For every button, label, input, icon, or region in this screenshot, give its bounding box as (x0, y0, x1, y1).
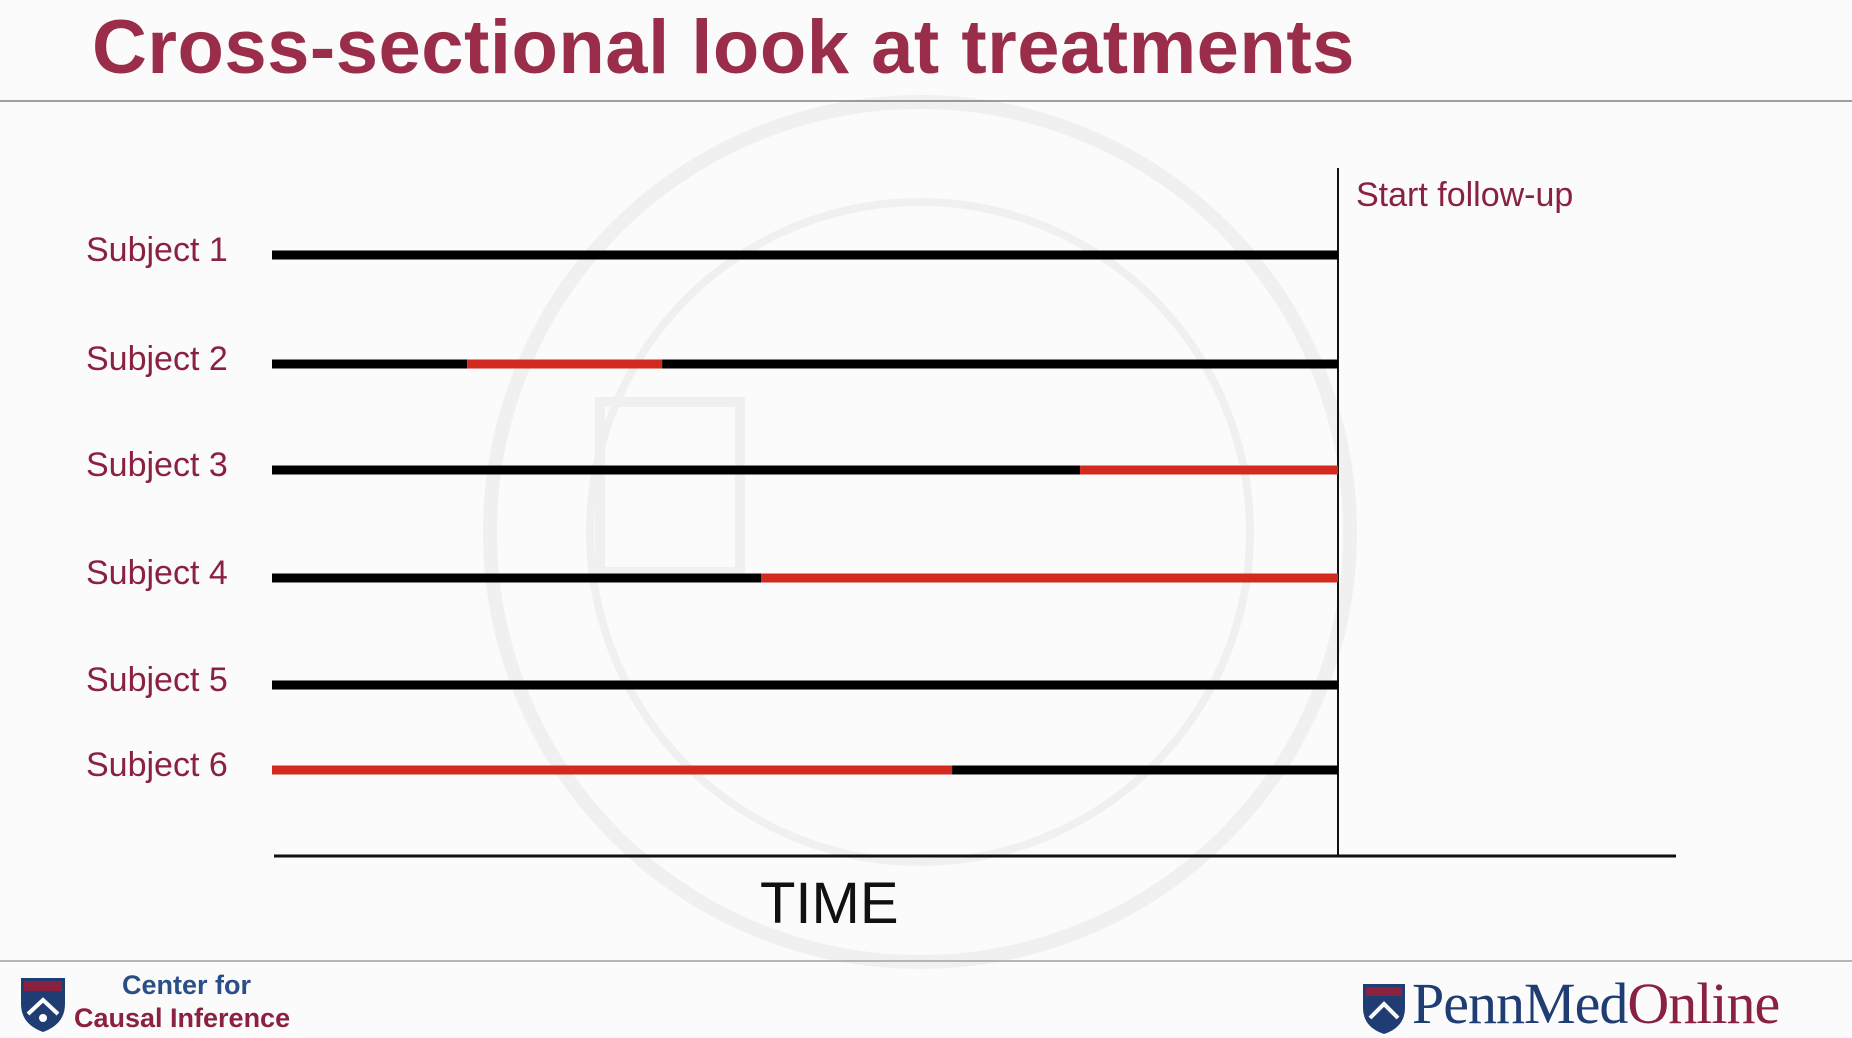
start-follow-up-label: Start follow-up (1356, 176, 1574, 214)
subject-label: Subject 3 (86, 446, 228, 484)
slide-title: Cross-sectional look at treatments (92, 5, 1355, 90)
center-for-text: Center for (122, 970, 252, 1000)
center-for-causal-inference-logo: Center for Causal Inference (18, 970, 338, 1036)
subject-label: Subject 2 (86, 340, 228, 378)
brand-wordmark: PennMedOnline (1412, 970, 1780, 1037)
subject-label: Subject 4 (86, 554, 228, 592)
title-divider (0, 100, 1852, 102)
subject-label: Subject 6 (86, 746, 228, 784)
footer-divider (0, 960, 1852, 962)
subject-label: Subject 1 (86, 231, 228, 269)
time-axis-label: TIME (760, 871, 899, 936)
brand-online: Online (1627, 971, 1780, 1036)
brand-med: Med (1524, 971, 1628, 1036)
pennmedonline-logo: PennMedOnline (1360, 970, 1840, 1036)
penn-shield-icon (1363, 984, 1405, 1034)
causal-inference-text: Causal Inference (74, 1003, 291, 1033)
penn-shield-icon (21, 978, 65, 1032)
brand-penn: Penn (1412, 971, 1525, 1036)
subject-label: Subject 5 (86, 661, 228, 699)
